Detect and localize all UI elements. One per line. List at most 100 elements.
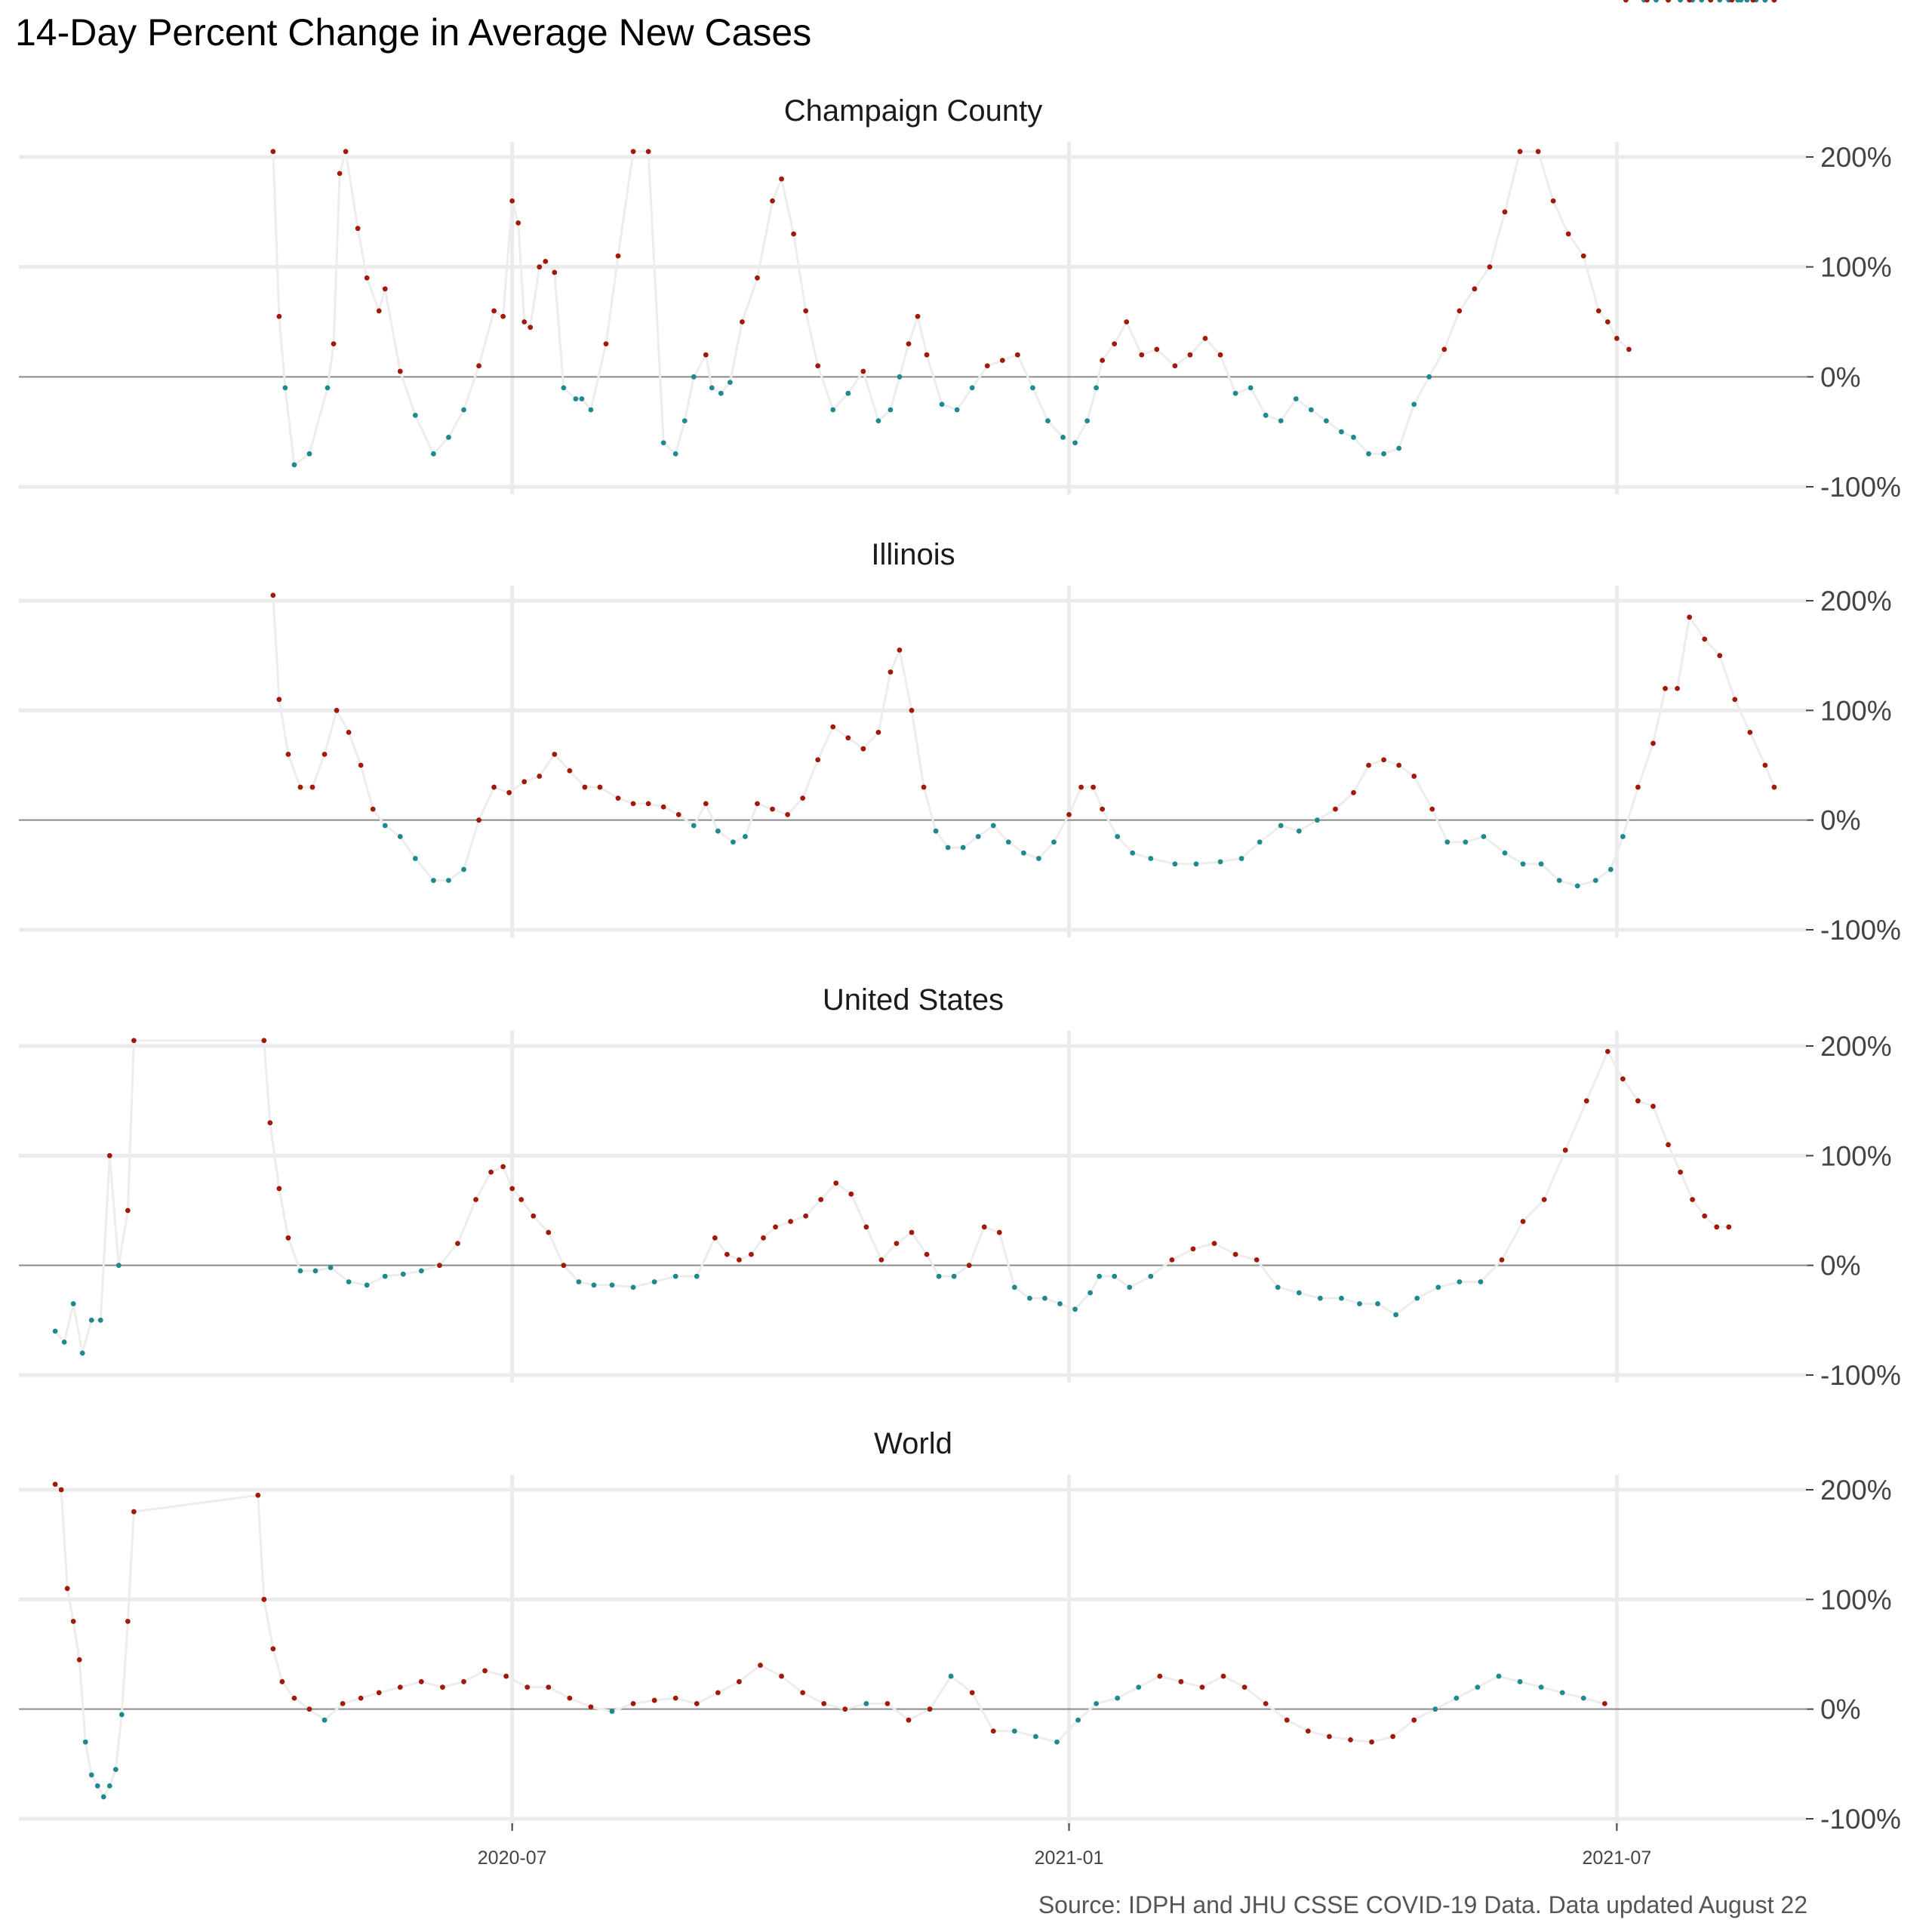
data-point — [125, 1208, 131, 1214]
data-point — [1072, 440, 1078, 446]
data-point — [630, 801, 636, 807]
data-point — [1565, 231, 1571, 237]
data-point — [803, 1213, 809, 1219]
data-point — [800, 1690, 806, 1696]
data-point — [1051, 839, 1057, 845]
data-point — [1238, 856, 1244, 861]
data-point — [276, 697, 282, 703]
data-point — [845, 390, 851, 396]
data-point — [1075, 1717, 1081, 1723]
data-point — [1623, 0, 1629, 3]
data-point — [1084, 418, 1090, 423]
data-point — [1517, 149, 1523, 155]
data-point — [718, 390, 724, 396]
data-point — [897, 374, 903, 380]
data-point — [1369, 1739, 1374, 1745]
data-point — [509, 198, 515, 204]
data-point — [1115, 1695, 1121, 1701]
data-point — [803, 308, 809, 314]
data-point — [418, 1678, 424, 1684]
data-point — [694, 1273, 700, 1279]
data-point — [1487, 264, 1493, 270]
data-point — [1435, 1284, 1441, 1291]
data-point — [951, 1273, 957, 1279]
data-point — [1339, 429, 1344, 435]
data-point — [588, 407, 594, 413]
data-point — [1232, 390, 1238, 396]
data-point — [603, 341, 609, 347]
data-point — [1592, 878, 1598, 883]
data-point — [1094, 385, 1100, 391]
data-point — [909, 1229, 915, 1235]
data-point — [267, 1120, 273, 1126]
data-point — [515, 220, 521, 226]
data-point — [270, 149, 276, 155]
data-point — [446, 435, 451, 440]
y-tick-label: 100% — [1820, 695, 1892, 726]
y-tick-label: -100% — [1820, 915, 1901, 946]
data-point — [1097, 1273, 1103, 1279]
data-point — [1762, 762, 1768, 768]
data-point — [461, 866, 466, 872]
data-point — [1169, 1257, 1175, 1263]
data-point — [306, 451, 312, 457]
data-point — [1651, 1103, 1656, 1109]
data-point — [651, 1697, 657, 1703]
data-point — [906, 1717, 912, 1723]
data-point — [845, 735, 851, 741]
data-point — [936, 1273, 942, 1279]
y-tick-label: 100% — [1820, 1584, 1892, 1615]
data-point — [1308, 407, 1314, 413]
data-point — [878, 1257, 884, 1263]
data-point — [1626, 346, 1632, 352]
data-point — [1502, 850, 1508, 856]
data-point — [100, 1794, 106, 1800]
data-point — [82, 1739, 88, 1745]
data-point — [1654, 0, 1659, 3]
y-tick-label: 200% — [1820, 1475, 1892, 1506]
data-point — [1502, 209, 1508, 215]
data-point — [1604, 319, 1611, 325]
trend-line — [272, 595, 1776, 888]
data-point — [331, 341, 337, 347]
data-point — [1699, 0, 1705, 3]
data-point — [1666, 0, 1671, 3]
data-point — [712, 1235, 718, 1241]
data-point — [660, 804, 666, 810]
data-point — [537, 774, 543, 779]
data-point — [325, 385, 331, 391]
data-point — [270, 1646, 276, 1652]
data-point — [1078, 784, 1084, 790]
data-point — [645, 149, 651, 155]
data-point — [455, 1241, 460, 1246]
data-point — [1284, 1717, 1290, 1723]
y-tick-label: 0% — [1820, 1694, 1860, 1725]
data-point — [737, 1678, 742, 1684]
data-point — [1738, 0, 1744, 3]
data-point — [927, 1706, 933, 1712]
data-point — [1562, 1147, 1568, 1153]
data-point — [340, 1701, 346, 1706]
data-point — [1520, 861, 1526, 867]
data-point — [1042, 1295, 1048, 1301]
data-point — [1541, 1197, 1547, 1202]
data-point — [1411, 401, 1417, 408]
y-tick-label: -100% — [1820, 1804, 1901, 1835]
data-point — [933, 828, 939, 834]
data-point — [1275, 1284, 1281, 1291]
data-point — [397, 834, 403, 839]
data-point — [1127, 1284, 1133, 1291]
data-point — [1247, 385, 1254, 391]
data-point — [1136, 1684, 1142, 1690]
data-point — [703, 801, 709, 807]
data-point — [488, 1169, 494, 1175]
x-axis: 2020-07 2021-01 2021-07 — [478, 1823, 1651, 1869]
data-point — [552, 752, 558, 757]
data-point — [1217, 859, 1223, 865]
data-point — [709, 385, 715, 391]
data-point — [1607, 866, 1614, 872]
data-point — [1148, 856, 1154, 861]
data-point — [888, 669, 894, 675]
data-point — [1559, 1690, 1565, 1696]
